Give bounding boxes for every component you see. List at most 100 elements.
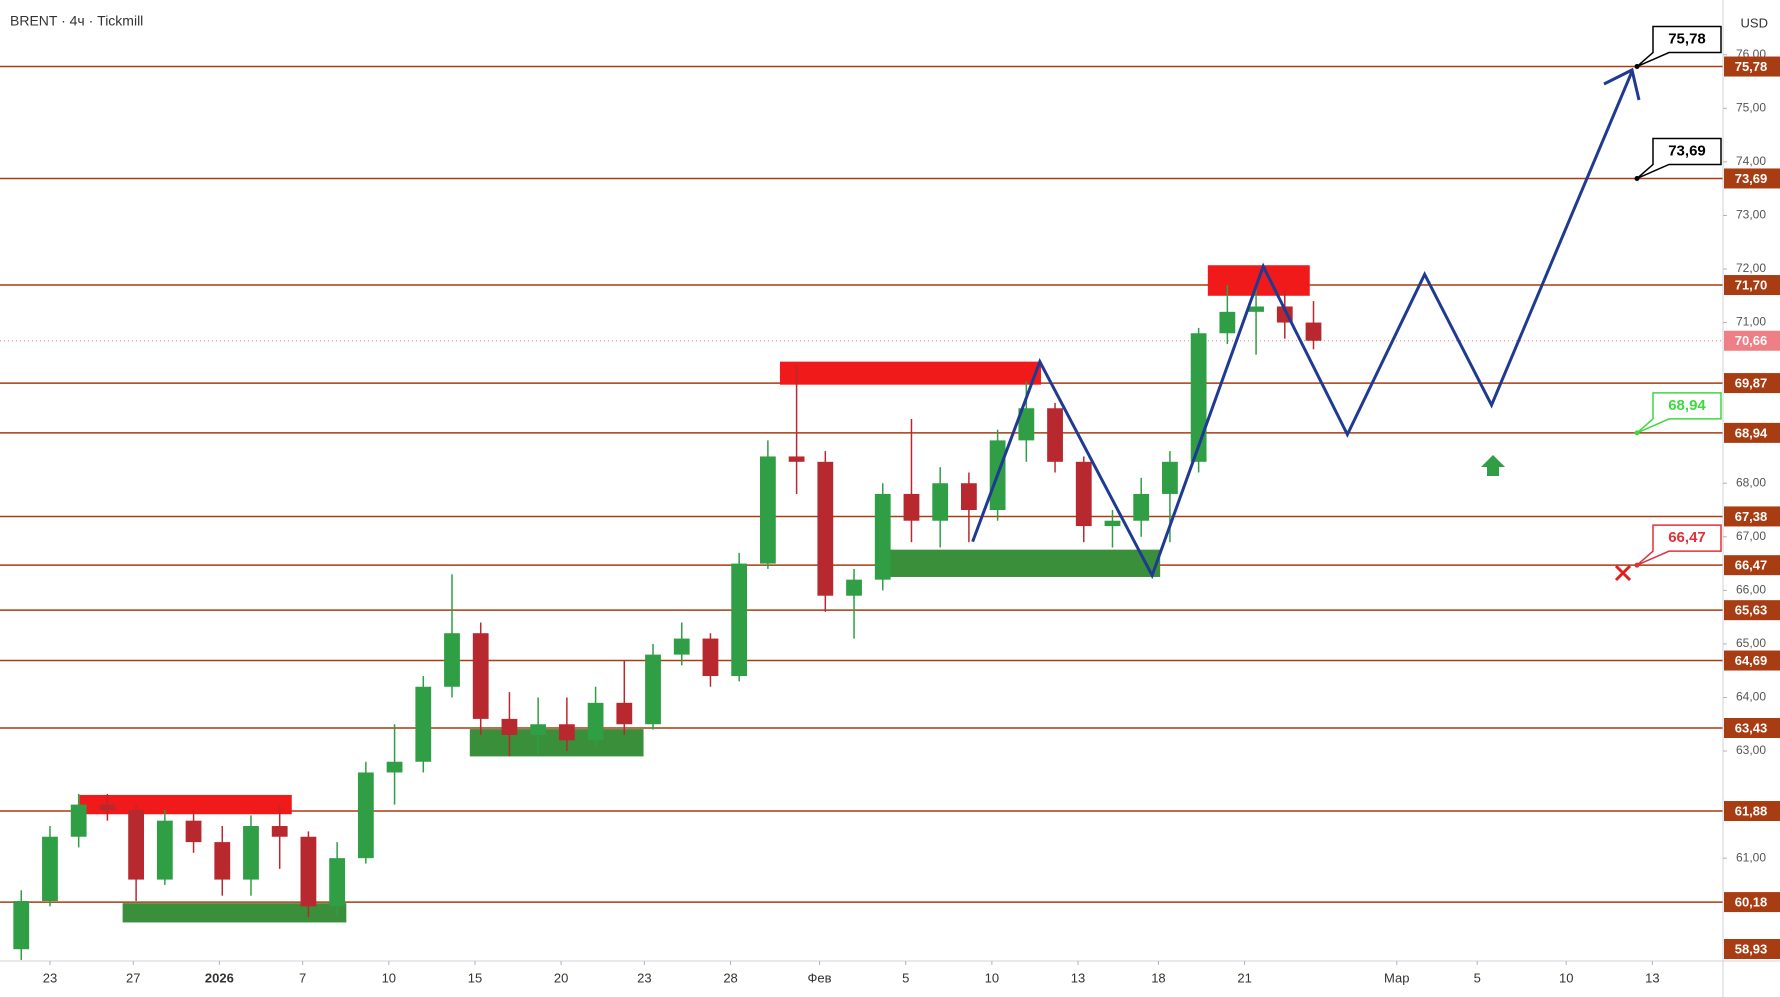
level-tag <box>1724 650 1780 671</box>
level-tag <box>1724 422 1780 443</box>
x-tick-label: 27 <box>126 970 140 985</box>
x-tick-label: 21 <box>1237 970 1251 985</box>
candle-body <box>1133 493 1150 521</box>
zone <box>779 361 1041 385</box>
level-label: 63,43 <box>1735 720 1768 735</box>
candle-body <box>128 809 145 880</box>
plot <box>0 65 1723 960</box>
x-tick-label: 28 <box>723 970 737 985</box>
y-tick-label: 63,00 <box>1736 743 1766 757</box>
candle-body <box>185 820 202 843</box>
candle-body <box>759 456 776 564</box>
candle-body <box>702 638 719 677</box>
candle-body <box>1219 311 1236 334</box>
candle-body <box>1190 333 1207 462</box>
candle-body <box>1248 306 1264 312</box>
level-tag <box>1724 275 1780 296</box>
level-tag <box>1724 939 1780 959</box>
candle-body <box>300 836 317 907</box>
candle-body <box>731 563 748 677</box>
callout-label: 73,69 <box>1668 142 1706 159</box>
x-tick-label: 5 <box>1474 970 1481 985</box>
candle-body <box>415 686 432 762</box>
candle-body <box>70 804 87 837</box>
x-tick-label: Фев <box>808 970 832 985</box>
x-tick-label: 20 <box>554 970 568 985</box>
callout-label: 66,47 <box>1668 529 1706 546</box>
level-label: 66,47 <box>1735 558 1768 573</box>
candle-body <box>472 633 489 719</box>
candle-body <box>444 633 460 687</box>
candle-body <box>1162 461 1178 494</box>
candle-body <box>214 842 231 880</box>
level-label: 64,69 <box>1735 653 1768 668</box>
level-label: 73,69 <box>1735 171 1768 186</box>
level-tag <box>1724 555 1780 576</box>
level-label: 75,78 <box>1735 59 1768 74</box>
x-tick-label: 10 <box>382 970 396 985</box>
zone <box>885 549 1161 577</box>
candle-body <box>1018 408 1035 441</box>
level-label: 65,63 <box>1735 603 1768 618</box>
candle-body <box>329 858 346 907</box>
stop-cross <box>1614 564 1632 582</box>
level-label: 68,94 <box>1735 425 1768 440</box>
callout-box <box>1636 392 1722 434</box>
candle-body <box>558 724 575 741</box>
level-label: 67,38 <box>1735 509 1768 524</box>
candle-body <box>156 820 173 880</box>
candle-body <box>13 901 30 950</box>
x-tick-label: Мар <box>1384 970 1409 985</box>
y-tick-label: 61,00 <box>1736 850 1766 864</box>
y-tick-label: 74,00 <box>1736 154 1766 168</box>
x-tick-label: 13 <box>1645 970 1659 985</box>
y-tick-label: 64,00 <box>1736 690 1766 704</box>
candle-body <box>501 718 518 735</box>
candle-body <box>874 493 891 580</box>
candle-body <box>357 772 374 859</box>
candle-body <box>673 638 690 655</box>
candle-body <box>1047 408 1063 462</box>
candle-body <box>645 654 661 725</box>
y-tick-label: 75,00 <box>1736 100 1766 114</box>
level-tag <box>1724 506 1780 527</box>
x-tick-label: 2026 <box>205 970 234 985</box>
level-label: 61,88 <box>1735 803 1768 818</box>
x-tick-label: 10 <box>985 970 999 985</box>
candle-body <box>42 836 58 902</box>
level-tag <box>1724 373 1780 394</box>
zone <box>79 794 292 815</box>
callout-box <box>1636 524 1722 566</box>
candle-body <box>271 826 288 837</box>
candle-body <box>1305 322 1322 341</box>
callout-box <box>1636 137 1722 180</box>
candle-body <box>99 804 116 810</box>
candle-body <box>846 579 862 596</box>
x-tick-label: 10 <box>1559 970 1573 985</box>
level-label: 60,18 <box>1735 895 1768 910</box>
candle-body <box>1104 520 1121 527</box>
candle-body <box>386 761 403 773</box>
x-tick-label: 23 <box>637 970 651 985</box>
level-tag <box>1724 718 1780 739</box>
buy-arrow <box>1481 455 1505 476</box>
candle-body <box>1075 461 1092 527</box>
x-tick-label: 23 <box>43 970 57 985</box>
callout-box <box>1636 25 1722 68</box>
y-tick-label: 73,00 <box>1736 208 1766 222</box>
level-label: 58,93 <box>1735 941 1768 956</box>
candle-body <box>903 493 920 521</box>
zone <box>122 903 347 923</box>
axis-unit: USD <box>1741 15 1768 30</box>
level-label: 69,87 <box>1735 376 1768 391</box>
level-label: 71,70 <box>1735 277 1768 292</box>
projection-arrowhead <box>1603 67 1641 101</box>
level-tag <box>1724 892 1780 913</box>
candle-body <box>530 724 547 735</box>
y-tick-label: 66,00 <box>1736 583 1766 597</box>
y-tick-label: 71,00 <box>1736 315 1766 329</box>
chart-title: BRENT · 4ч · Tickmill <box>10 13 143 29</box>
level-tag <box>1724 600 1780 621</box>
callout-label: 75,78 <box>1668 30 1706 47</box>
callout-label: 68,94 <box>1668 397 1706 414</box>
